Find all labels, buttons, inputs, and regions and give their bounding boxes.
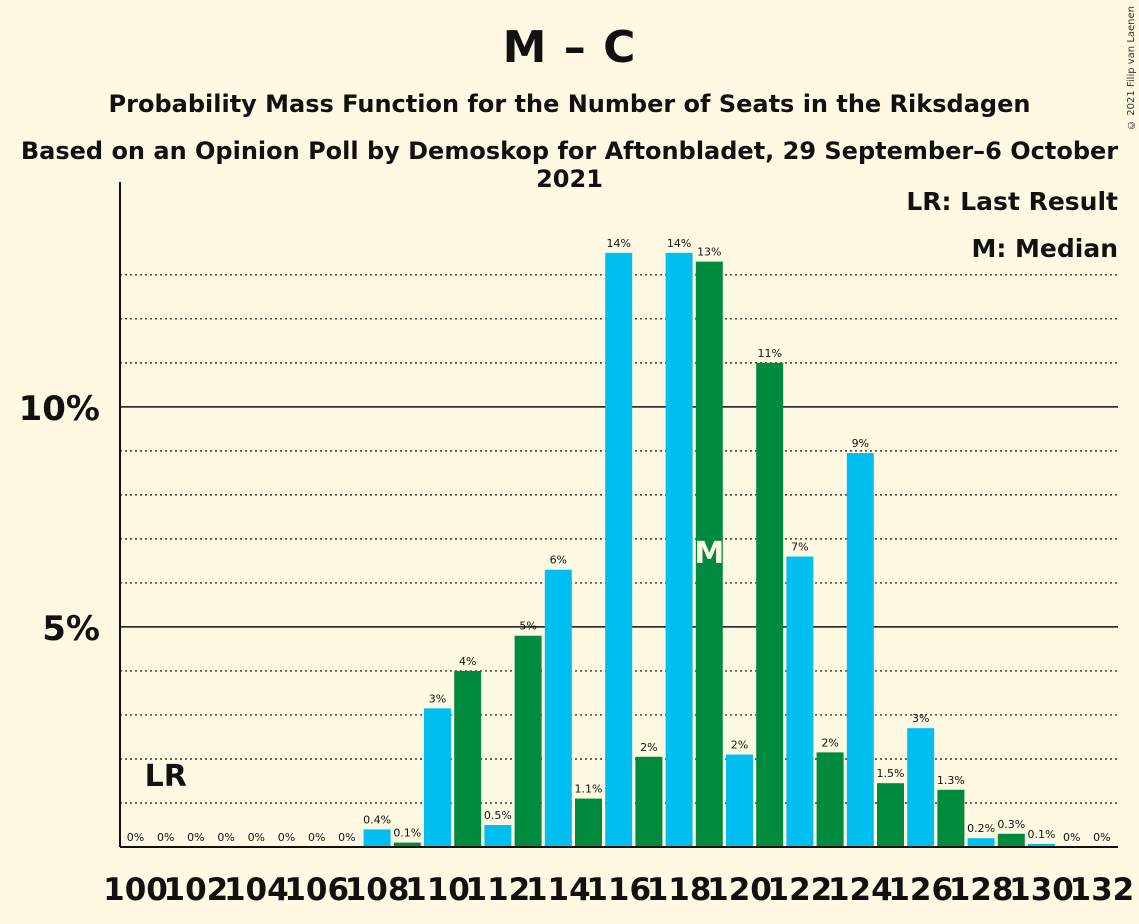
chart-title: M – C bbox=[502, 22, 637, 73]
data-label: 0.1% bbox=[393, 827, 421, 840]
bar-110 bbox=[424, 708, 451, 847]
data-label: 9% bbox=[852, 437, 869, 450]
data-label: 0% bbox=[157, 831, 174, 844]
x-tick-label: 112 bbox=[466, 872, 531, 908]
x-tick-label: 104 bbox=[224, 872, 289, 908]
x-tick-label: 130 bbox=[1009, 872, 1074, 908]
data-label: 1.3% bbox=[937, 774, 965, 787]
data-label: 0.3% bbox=[997, 818, 1025, 831]
x-tick-label: 118 bbox=[647, 872, 712, 908]
bar-127 bbox=[937, 789, 965, 847]
bar-124 bbox=[846, 453, 874, 847]
data-label: 2% bbox=[731, 739, 748, 752]
data-label: 0% bbox=[308, 831, 325, 844]
x-tick-label: 114 bbox=[526, 872, 591, 908]
bar-112 bbox=[484, 824, 512, 847]
bar-129 bbox=[997, 833, 1025, 847]
data-label: 3% bbox=[429, 692, 446, 705]
bar-118 bbox=[665, 252, 693, 847]
data-label: 1.5% bbox=[877, 767, 905, 780]
bar-123 bbox=[816, 752, 844, 847]
bar-111 bbox=[454, 670, 482, 847]
median-marker: M bbox=[694, 536, 724, 571]
x-tick-label: 116 bbox=[586, 872, 651, 908]
legend-last-result: LR: Last Result bbox=[906, 187, 1118, 216]
data-label: 5% bbox=[519, 620, 536, 633]
data-label: 11% bbox=[757, 347, 781, 360]
data-label: 0.4% bbox=[363, 813, 391, 826]
last-result-marker: LR bbox=[145, 759, 187, 794]
data-label: 14% bbox=[667, 237, 691, 250]
x-tick-label: 132 bbox=[1070, 872, 1135, 908]
data-label: 7% bbox=[791, 541, 808, 554]
data-label: 6% bbox=[550, 554, 567, 567]
data-label: 3% bbox=[912, 712, 929, 725]
data-label: 0% bbox=[127, 831, 144, 844]
bar-119 bbox=[695, 261, 723, 848]
x-tick-label: 128 bbox=[949, 872, 1014, 908]
chart-subtitle-poll: Based on an Opinion Poll by Demoskop for… bbox=[20, 137, 1119, 193]
data-label: 0.2% bbox=[967, 822, 995, 835]
x-tick-label: 106 bbox=[284, 872, 349, 908]
bar-126 bbox=[907, 728, 935, 847]
x-tick-label: 110 bbox=[405, 872, 470, 908]
x-tick-label: 122 bbox=[768, 872, 833, 908]
bar-130 bbox=[1028, 843, 1055, 847]
chart-subtitle: Probability Mass Function for the Number… bbox=[108, 90, 1031, 118]
bar-109 bbox=[393, 842, 421, 847]
x-tick-label: 124 bbox=[828, 872, 893, 908]
data-label: 2% bbox=[640, 741, 657, 754]
data-label: 0.1% bbox=[1028, 828, 1056, 841]
bar-121 bbox=[756, 362, 784, 847]
data-label: 0% bbox=[187, 831, 204, 844]
x-tick-label: 126 bbox=[888, 872, 953, 908]
data-label: 0% bbox=[248, 831, 265, 844]
data-label: 0% bbox=[278, 831, 295, 844]
bar-125 bbox=[877, 783, 904, 847]
data-label: 1.1% bbox=[575, 783, 603, 796]
bar-113 bbox=[514, 635, 542, 847]
bar-120 bbox=[726, 754, 753, 847]
x-tick-label: 100 bbox=[103, 872, 168, 908]
data-label: 2% bbox=[821, 736, 838, 749]
bar-128 bbox=[967, 838, 995, 847]
data-label: 0.5% bbox=[484, 809, 512, 822]
x-tick-label: 120 bbox=[707, 872, 772, 908]
data-label: 4% bbox=[459, 655, 476, 668]
bar-122 bbox=[786, 556, 814, 847]
bar-116 bbox=[605, 252, 633, 847]
data-label: 0% bbox=[1063, 831, 1080, 844]
data-label: 0% bbox=[1093, 831, 1110, 844]
legend-median: M: Median bbox=[971, 234, 1118, 263]
data-label: 14% bbox=[606, 237, 630, 250]
x-tick-label: 102 bbox=[164, 872, 229, 908]
data-label: 13% bbox=[697, 246, 721, 259]
data-label: 0% bbox=[338, 831, 355, 844]
bar-117 bbox=[635, 756, 663, 847]
x-tick-label: 108 bbox=[345, 872, 410, 908]
bar-108 bbox=[363, 829, 391, 847]
y-tick-label: 10% bbox=[19, 389, 100, 429]
bar-114 bbox=[544, 569, 572, 847]
data-label: 0% bbox=[217, 831, 234, 844]
y-tick-label: 5% bbox=[42, 609, 100, 649]
bar-115 bbox=[575, 798, 602, 847]
